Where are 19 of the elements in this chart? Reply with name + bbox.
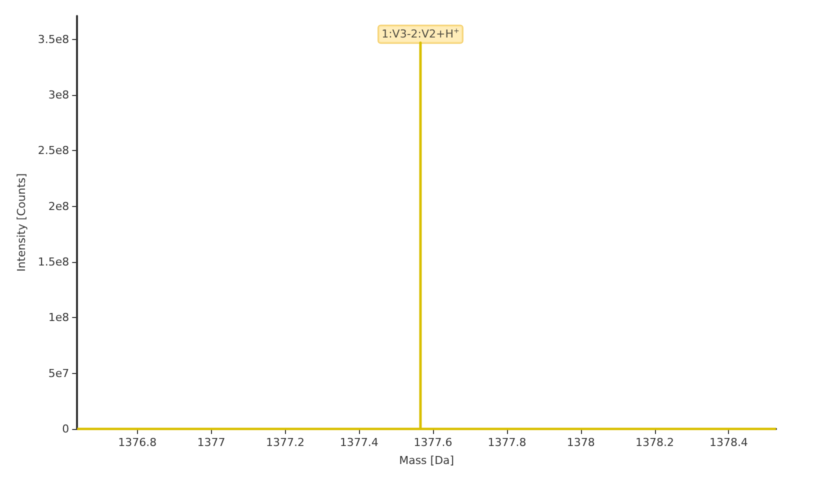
y-tick-label: 3.5e8 bbox=[38, 32, 70, 46]
x-tick-label: 1377.6 bbox=[414, 436, 452, 449]
x-tick-label: 1377 bbox=[197, 436, 226, 449]
y-tick-label: 2.5e8 bbox=[38, 144, 70, 158]
x-tick-label: 1377.8 bbox=[488, 436, 526, 449]
y-tick-label: 2e8 bbox=[48, 200, 70, 213]
x-tick-label: 1376.8 bbox=[118, 436, 157, 449]
y-tick-label: 0 bbox=[62, 422, 70, 436]
x-tick-label: 1377.4 bbox=[340, 436, 378, 449]
y-tick-label: 1e8 bbox=[48, 311, 70, 324]
x-tick-label: 1377.2 bbox=[266, 436, 304, 449]
y-tick-label: 3e8 bbox=[48, 88, 70, 102]
x-tick-label: 1378 bbox=[566, 436, 595, 449]
y-axis-title: Intensity [Counts] bbox=[15, 173, 28, 272]
y-tick-label: 1.5e8 bbox=[38, 256, 70, 269]
x-tick-label: 1378.2 bbox=[636, 436, 674, 449]
y-tick-label: 5e7 bbox=[48, 366, 70, 380]
x-tick-label: 1378.4 bbox=[709, 436, 748, 449]
x-axis-title: Mass [Da] bbox=[399, 454, 454, 467]
